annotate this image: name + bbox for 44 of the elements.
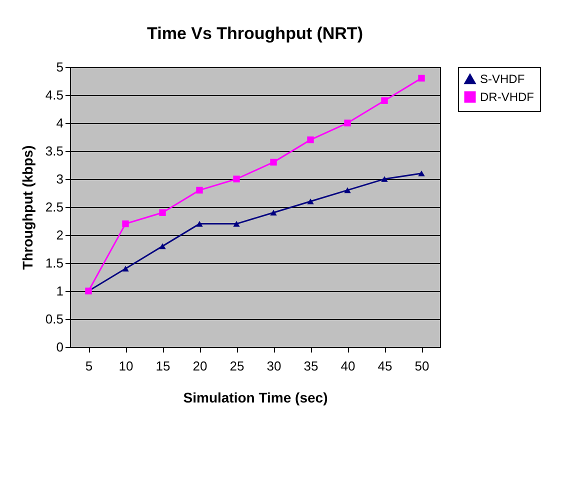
x-axis-title: Simulation Time (sec) <box>183 390 328 406</box>
x-tick-label: 50 <box>414 358 430 374</box>
point <box>196 220 203 227</box>
y-tick-label: 5 <box>56 60 64 74</box>
point <box>381 97 388 104</box>
point <box>344 120 351 126</box>
x-tick-label: 40 <box>340 358 356 374</box>
point <box>233 220 240 227</box>
y-tick-label: 4 <box>56 116 64 130</box>
chart-title: Time Vs Throughput (NRT) <box>147 24 363 43</box>
x-tick-label: 45 <box>378 358 392 374</box>
point <box>122 266 129 272</box>
y-axis-title: Throughput (kbps) <box>19 145 36 270</box>
point <box>307 198 314 204</box>
y-tick-label: 3 <box>56 172 64 186</box>
y-tick-label: 2 <box>56 228 64 242</box>
point <box>159 243 166 250</box>
y-tick-label: 4.5 <box>45 88 64 102</box>
point <box>196 186 203 194</box>
y-tick-label: 1.5 <box>45 256 64 270</box>
point <box>307 136 314 144</box>
legend-label: S-VHDF <box>480 72 525 86</box>
point <box>270 210 277 216</box>
point <box>159 209 166 216</box>
y-tick-label: 0.5 <box>45 312 64 326</box>
point <box>122 220 129 228</box>
x-tick-label: 15 <box>156 358 170 374</box>
point <box>233 176 240 182</box>
y-tick-label: 0 <box>56 340 64 354</box>
x-tick-label: 25 <box>230 358 244 374</box>
x-tick-label: 20 <box>192 358 208 374</box>
point <box>418 74 425 82</box>
point <box>344 187 351 194</box>
x-tick-label: 35 <box>304 358 318 374</box>
x-tick-label: 30 <box>266 358 282 374</box>
legend-label: DR-VHDF <box>480 90 534 104</box>
y-tick-label: 2.5 <box>45 200 64 214</box>
x-tick-label: 5 <box>85 358 93 374</box>
y-tick-label: 3.5 <box>45 144 64 158</box>
point <box>381 176 388 182</box>
point <box>270 158 277 166</box>
point <box>418 170 425 176</box>
x-tick-label: 10 <box>118 358 134 374</box>
y-tick-label: 1 <box>56 284 64 298</box>
